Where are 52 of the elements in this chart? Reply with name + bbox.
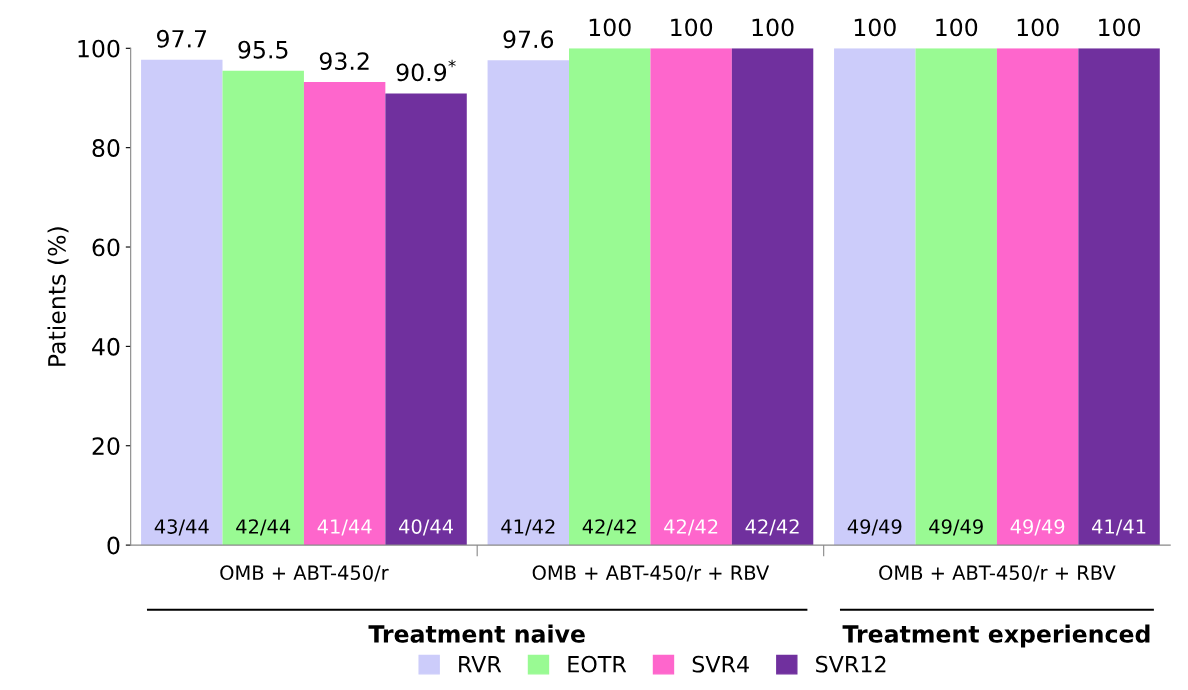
data-label: 97.7 <box>156 29 207 48</box>
text: Treatment naive <box>368 624 585 643</box>
annotation: 41/41 <box>1092 519 1146 536</box>
annotation: 49/49 <box>1010 519 1065 536</box>
y-axis-title: Patients (%) <box>47 227 69 366</box>
y-tick-label: 40 <box>92 337 120 356</box>
data-label: 100 <box>854 18 896 37</box>
legend-label: RVR <box>459 656 502 673</box>
y-tick-label: 100 <box>78 39 120 58</box>
bar <box>915 48 997 546</box>
bar <box>731 48 814 546</box>
x-tick-label: OMB + ABT-450/r + RBV <box>532 565 770 582</box>
data-label: 90.9$^{*}$ <box>396 59 456 82</box>
x-tick-label: OMB + ABT-450/r <box>220 565 389 582</box>
bar <box>650 48 732 546</box>
data-label: 100 <box>752 18 794 37</box>
annotation: 42/42 <box>745 519 799 536</box>
legend-label: SVR12 <box>816 655 886 673</box>
data-label: 97.6 <box>503 30 554 49</box>
data-label: 100 <box>1099 18 1141 37</box>
y-tick-label: 20 <box>92 437 120 456</box>
annotation: 49/49 <box>847 519 902 536</box>
bar <box>834 48 916 546</box>
bar <box>141 59 223 546</box>
legend-label: EOTR <box>568 655 627 673</box>
data-label: 93.2 <box>319 52 369 71</box>
data-label: 100 <box>936 18 978 37</box>
annotation: 43/44 <box>154 519 209 536</box>
data-label: 100 <box>1017 18 1059 37</box>
annotation: 40/44 <box>399 519 453 536</box>
y-tick-label: 0 <box>107 536 120 555</box>
x-tick-label: OMB + ABT-450/r + RBV <box>879 565 1116 582</box>
text: Treatment experienced <box>842 624 1150 648</box>
data-label: 95.5 <box>238 40 288 59</box>
annotation: 42/42 <box>664 519 718 536</box>
data-label: 100 <box>589 18 631 37</box>
data-label: 100 <box>671 18 713 37</box>
bar <box>996 48 1079 546</box>
annotation: 42/42 <box>582 519 636 536</box>
bar <box>1078 48 1160 546</box>
y-tick-label: 80 <box>92 139 120 157</box>
bar <box>569 48 651 546</box>
bar <box>303 82 386 546</box>
bar <box>222 70 304 546</box>
annotation: 41/44 <box>317 519 372 536</box>
legend-label: SVR4 <box>692 655 749 673</box>
y-tick-label: 60 <box>92 238 120 257</box>
bar <box>385 93 467 546</box>
bar <box>487 60 569 546</box>
annotation: 49/49 <box>929 519 983 536</box>
annotation: 41/42 <box>501 519 555 536</box>
annotation: 42/44 <box>236 519 291 536</box>
